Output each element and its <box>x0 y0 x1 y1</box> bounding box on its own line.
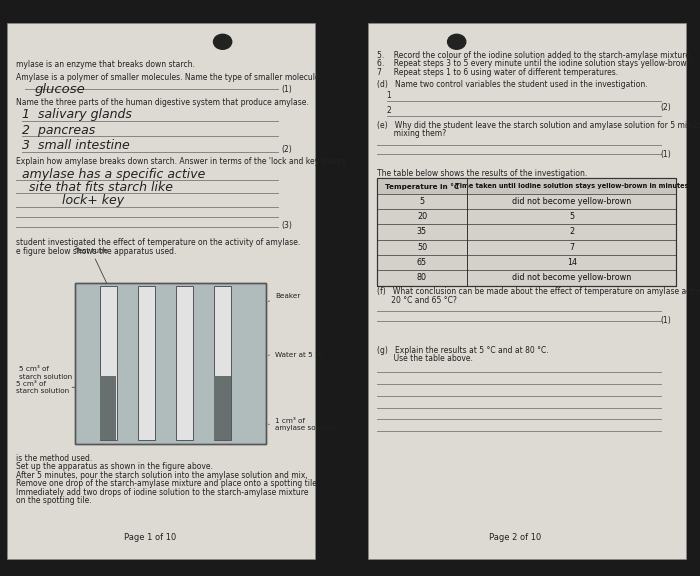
Bar <box>7 23 315 559</box>
Text: 1: 1 <box>386 92 391 100</box>
Text: 50: 50 <box>417 242 427 252</box>
Text: 65: 65 <box>417 258 427 267</box>
Bar <box>368 23 686 559</box>
Text: (e)   Why did the student leave the starch solution and amylase solution for 5 m: (e) Why did the student leave the starch… <box>377 122 700 130</box>
Text: (1): (1) <box>661 316 671 325</box>
Text: 7     Repeat steps 1 to 6 using water of different temperatures.: 7 Repeat steps 1 to 6 using water of dif… <box>377 68 618 77</box>
Text: (2): (2) <box>661 103 671 112</box>
Text: 2: 2 <box>386 107 391 115</box>
Text: Page 1 of 10: Page 1 of 10 <box>124 533 176 542</box>
Text: 3  small intestine: 3 small intestine <box>22 139 130 152</box>
Text: Name the three parts of the human digestive system that produce amylase.: Name the three parts of the human digest… <box>16 98 309 107</box>
Text: Explain how amylase breaks down starch. Answer in terms of the 'lock and key the: Explain how amylase breaks down starch. … <box>16 157 351 166</box>
Text: lock+ key: lock+ key <box>62 194 125 207</box>
Text: (f)   What conclusion can be made about the effect of temperature on amylase act: (f) What conclusion can be made about th… <box>377 287 700 297</box>
Text: did not become yellow-brown: did not become yellow-brown <box>512 274 631 282</box>
Text: Immediately add two drops of iodine solution to the starch-amylase mixture: Immediately add two drops of iodine solu… <box>16 488 309 497</box>
Text: Test tube: Test tube <box>75 248 108 283</box>
Text: (1): (1) <box>281 85 292 94</box>
Text: 2: 2 <box>569 228 574 237</box>
Text: site that fits starch like: site that fits starch like <box>29 181 173 194</box>
Text: Water at 5 °C: Water at 5 °C <box>269 352 323 358</box>
Text: 6.    Repeat steps 3 to 5 every minute until the iodine solution stays yellow-br: 6. Repeat steps 3 to 5 every minute unti… <box>377 59 694 68</box>
Text: starch solution: starch solution <box>20 374 72 380</box>
Text: Time taken until Iodine solution stays yellow-brown in minutes: Time taken until Iodine solution stays y… <box>455 183 689 189</box>
Text: 20: 20 <box>417 212 427 221</box>
Text: 2  pancreas: 2 pancreas <box>22 124 96 137</box>
Circle shape <box>447 35 466 50</box>
Text: Amylase is a polymer of smaller molecules. Name the type of smaller molecule.: Amylase is a polymer of smaller molecule… <box>16 73 322 82</box>
Text: e figure below shows the apparatus used.: e figure below shows the apparatus used. <box>16 247 176 256</box>
Text: (g)   Explain the results at 5 °C and at 80 °C.: (g) Explain the results at 5 °C and at 8… <box>377 346 549 355</box>
Text: 5: 5 <box>569 212 574 221</box>
Text: 5 cm³ of: 5 cm³ of <box>20 366 49 372</box>
Bar <box>377 179 676 286</box>
Text: student investigated the effect of temperature on the activity of amylase.: student investigated the effect of tempe… <box>16 238 300 247</box>
Text: did not become yellow-brown: did not become yellow-brown <box>512 197 631 206</box>
Circle shape <box>214 35 232 50</box>
Bar <box>138 286 155 440</box>
Text: 7: 7 <box>569 242 574 252</box>
Text: mixing them?: mixing them? <box>377 130 446 138</box>
Text: (3): (3) <box>281 221 292 230</box>
Bar <box>377 179 676 194</box>
Bar <box>214 376 231 440</box>
Text: glucose: glucose <box>35 83 85 96</box>
Text: 5 cm³ of
starch solution: 5 cm³ of starch solution <box>16 381 75 394</box>
Text: 80: 80 <box>417 274 427 282</box>
Text: on the spotting tile.: on the spotting tile. <box>16 497 92 505</box>
Text: 5: 5 <box>419 197 424 206</box>
Text: 5.    Record the colour of the iodine solution added to the starch-amylase mixtu: 5. Record the colour of the iodine solut… <box>377 51 692 60</box>
Text: Remove one drop of the starch-amylase mixture and place onto a spotting tile.: Remove one drop of the starch-amylase mi… <box>16 479 319 488</box>
Bar <box>377 179 676 286</box>
Text: After 5 minutes, pour the starch solution into the amylase solution and mix,: After 5 minutes, pour the starch solutio… <box>16 471 308 480</box>
Text: (2): (2) <box>281 146 292 154</box>
Text: amylase has a specific active: amylase has a specific active <box>22 168 206 181</box>
Text: 35: 35 <box>417 228 427 237</box>
Text: 14: 14 <box>567 258 577 267</box>
Text: is the method used.: is the method used. <box>16 453 92 463</box>
Text: 1 cm³ of
amylase solution: 1 cm³ of amylase solution <box>269 418 336 431</box>
Bar <box>75 283 266 444</box>
Text: mylase is an enzyme that breaks down starch.: mylase is an enzyme that breaks down sta… <box>16 60 195 69</box>
Text: Beaker: Beaker <box>268 293 300 301</box>
Bar <box>75 283 266 444</box>
Bar <box>214 286 231 440</box>
Bar <box>99 286 116 440</box>
Text: Set up the apparatus as shown in the figure above.: Set up the apparatus as shown in the fig… <box>16 462 213 471</box>
Bar <box>100 376 116 440</box>
Text: 20 °C and 65 °C?: 20 °C and 65 °C? <box>377 296 457 305</box>
Text: (1): (1) <box>661 150 671 159</box>
Text: Page 2 of 10: Page 2 of 10 <box>489 533 541 542</box>
Text: The table below shows the results of the investigation.: The table below shows the results of the… <box>377 169 587 177</box>
Text: (d)   Name two control variables the student used in the investigation.: (d) Name two control variables the stude… <box>377 79 648 89</box>
Text: Use the table above.: Use the table above. <box>377 354 473 363</box>
Text: Temperature in °C: Temperature in °C <box>385 183 459 190</box>
Text: 1  salivary glands: 1 salivary glands <box>22 108 132 121</box>
Bar <box>176 286 193 440</box>
